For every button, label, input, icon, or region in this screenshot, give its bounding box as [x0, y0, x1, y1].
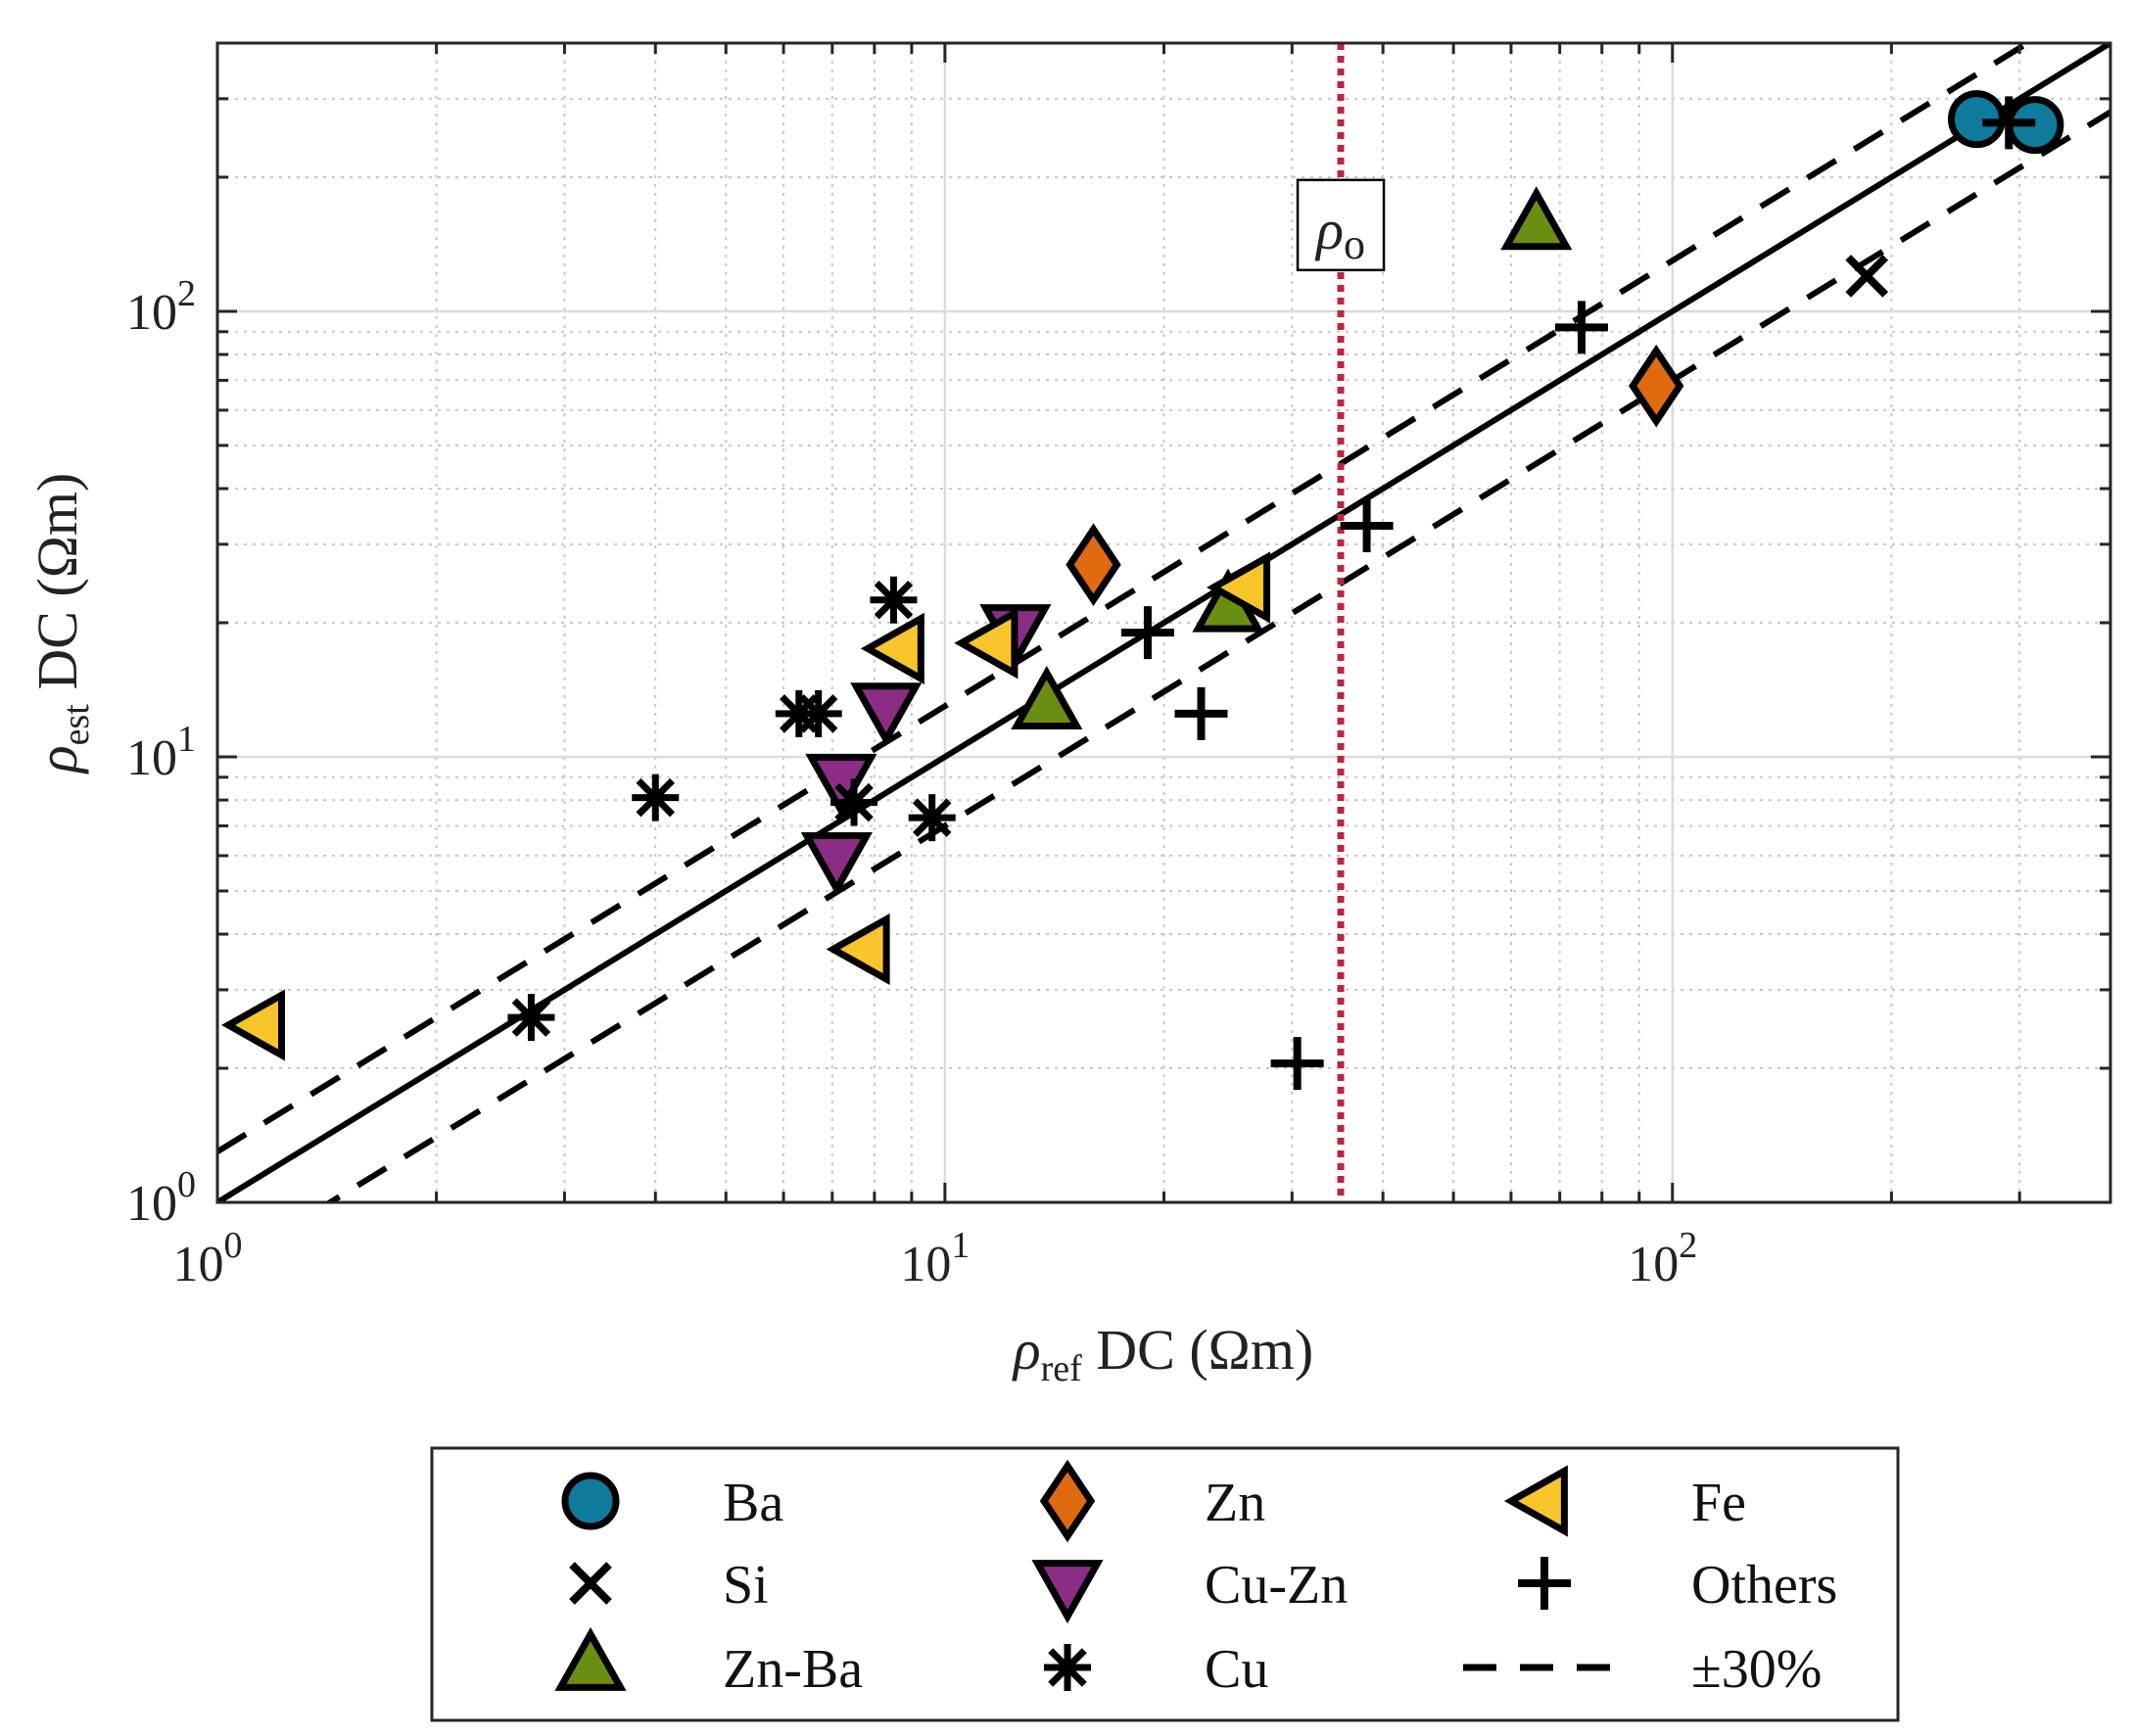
- x-tick-label: 100: [173, 1225, 243, 1292]
- legend-label-zn: Zn: [1205, 1473, 1265, 1533]
- marker-cu: [830, 778, 878, 826]
- marker-fe: [954, 607, 1019, 680]
- marker-zn: [1628, 344, 1684, 428]
- legend-marker-cu-zn: [1031, 1560, 1104, 1624]
- major-grid: [217, 43, 2110, 1202]
- marker-fe: [1207, 551, 1271, 624]
- marker-zn-ba: [1500, 186, 1573, 251]
- marker-cu: [794, 689, 842, 737]
- legend-label-si: Si: [723, 1555, 769, 1616]
- marker-cu: [507, 994, 555, 1042]
- x-tick-label: 101: [900, 1225, 970, 1292]
- legend-label-fe: Fe: [1691, 1473, 1746, 1533]
- legend: Ba Zn Fe Si Cu-Zn Others Zn-Ba Cu ±30%: [430, 1446, 1900, 1722]
- threshold-label-box: [1296, 178, 1386, 272]
- legend-box: [430, 1446, 1900, 1722]
- x-axis-label: ρref DC (Ωm): [1012, 1318, 1313, 1389]
- data-markers: [220, 90, 2064, 1091]
- legend-label-cu: Cu: [1205, 1639, 1268, 1700]
- y-tick-label: 100: [126, 1164, 196, 1232]
- marker-fe: [220, 989, 285, 1061]
- legend-label-ba: Ba: [723, 1473, 783, 1533]
- marker-cu: [870, 576, 918, 624]
- marker-others: [1174, 686, 1228, 740]
- legend-marker-fe: [1503, 1465, 1568, 1537]
- marker-si: [1845, 255, 1889, 298]
- x-tick-label: 102: [1628, 1225, 1697, 1292]
- marker-others: [1120, 606, 1174, 660]
- legend-label--30-: ±30%: [1691, 1639, 1822, 1700]
- threshold-label: ρo: [1314, 198, 1365, 268]
- marker-cu-zn: [800, 832, 873, 897]
- legend-label-others: Others: [1691, 1555, 1837, 1616]
- marker-others: [1982, 96, 2036, 150]
- marker-cu-zn: [850, 682, 923, 747]
- axis-ticks: [215, 41, 2112, 1204]
- legend-label-cu-zn: Cu-Zn: [1205, 1555, 1348, 1616]
- threshold-line-group: ρo: [1296, 43, 1386, 1202]
- tick-labels: 100 101 102 100 101 102: [126, 273, 1697, 1292]
- legend-marker-cu: [1044, 1644, 1091, 1691]
- marker-fe: [860, 612, 924, 684]
- legend-marker-si: [569, 1562, 612, 1605]
- legend-marker-zn: [1039, 1459, 1096, 1543]
- legend-marker-ba: [561, 1472, 620, 1530]
- lower-band-line: [324, 109, 2110, 1202]
- legend-label-zn-ba: Zn-Ba: [723, 1639, 863, 1700]
- y-tick-label: 102: [126, 273, 196, 341]
- marker-cu: [632, 774, 680, 821]
- marker-zn: [1066, 523, 1121, 607]
- marker-zn-ba: [1011, 665, 1083, 730]
- y-tick-label: 101: [126, 719, 196, 786]
- marker-others: [1554, 301, 1608, 354]
- marker-cu: [908, 794, 956, 842]
- upper-band-line: [217, 43, 2034, 1154]
- legend-marker-zn-ba: [554, 1626, 627, 1691]
- y-axis-label: ρest DC (Ωm): [25, 473, 97, 774]
- marker-others: [1270, 1037, 1324, 1091]
- marker-fe: [826, 913, 890, 986]
- marker-others: [1340, 499, 1394, 553]
- legend-marker-others: [1518, 1557, 1571, 1610]
